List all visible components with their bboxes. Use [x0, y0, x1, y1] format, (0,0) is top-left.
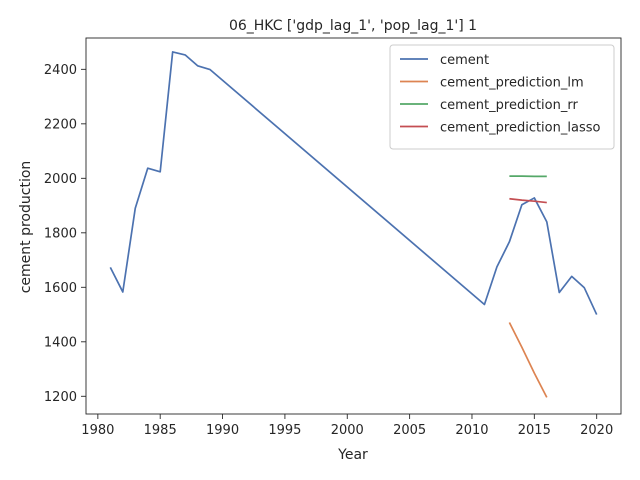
series-line-cement_prediction_lasso: [509, 197, 547, 204]
series-line-cement_prediction_lm: [508, 322, 548, 398]
y-tick-label: 2400: [44, 63, 77, 78]
legend-box: [389, 44, 615, 150]
x-tick-label: 1995: [268, 423, 301, 438]
plot-lines: [109, 51, 598, 398]
x-tick-label: 1985: [144, 423, 177, 438]
x-tick-label: 2010: [455, 423, 488, 438]
x-tick-label: 2020: [580, 423, 613, 438]
x-tick-label: 1980: [81, 423, 114, 438]
x-tick-label: 2005: [393, 423, 426, 438]
legend-label: cement_prediction_lasso: [440, 121, 600, 136]
y-tick-label: 1800: [44, 226, 77, 241]
x-tick-label: 2015: [518, 423, 551, 438]
y-axis-label: cement production: [18, 161, 34, 294]
y-tick-label: 1600: [44, 281, 77, 296]
x-axis: 1980 1985 1990 1995 2000 2005 2010 2015 2020: [81, 414, 613, 438]
x-axis-label: Year: [337, 447, 368, 463]
y-tick-label: 2200: [44, 117, 77, 132]
plot-frame: [85, 37, 622, 415]
chart-title: 06_HKC ['gdp_lag_1', 'pop_lag_1'] 1: [229, 18, 477, 34]
legend-label: cement_prediction_lm: [440, 76, 584, 91]
x-tick-label: 1990: [206, 423, 239, 438]
legend-label: cement: [440, 53, 489, 68]
series-line-cement: [109, 51, 598, 315]
legend-label: cement_prediction_rr: [440, 98, 578, 113]
legend: cement cement_prediction_lm cement_predict…: [389, 44, 615, 150]
y-tick-label: 1200: [44, 390, 77, 405]
x-tick-label: 2000: [331, 423, 364, 438]
y-tick-label: 2000: [44, 172, 77, 187]
y-tick-label: 1400: [44, 335, 77, 350]
y-axis: 1200 1400 1600 1800 2000 2200 2400: [44, 63, 86, 405]
